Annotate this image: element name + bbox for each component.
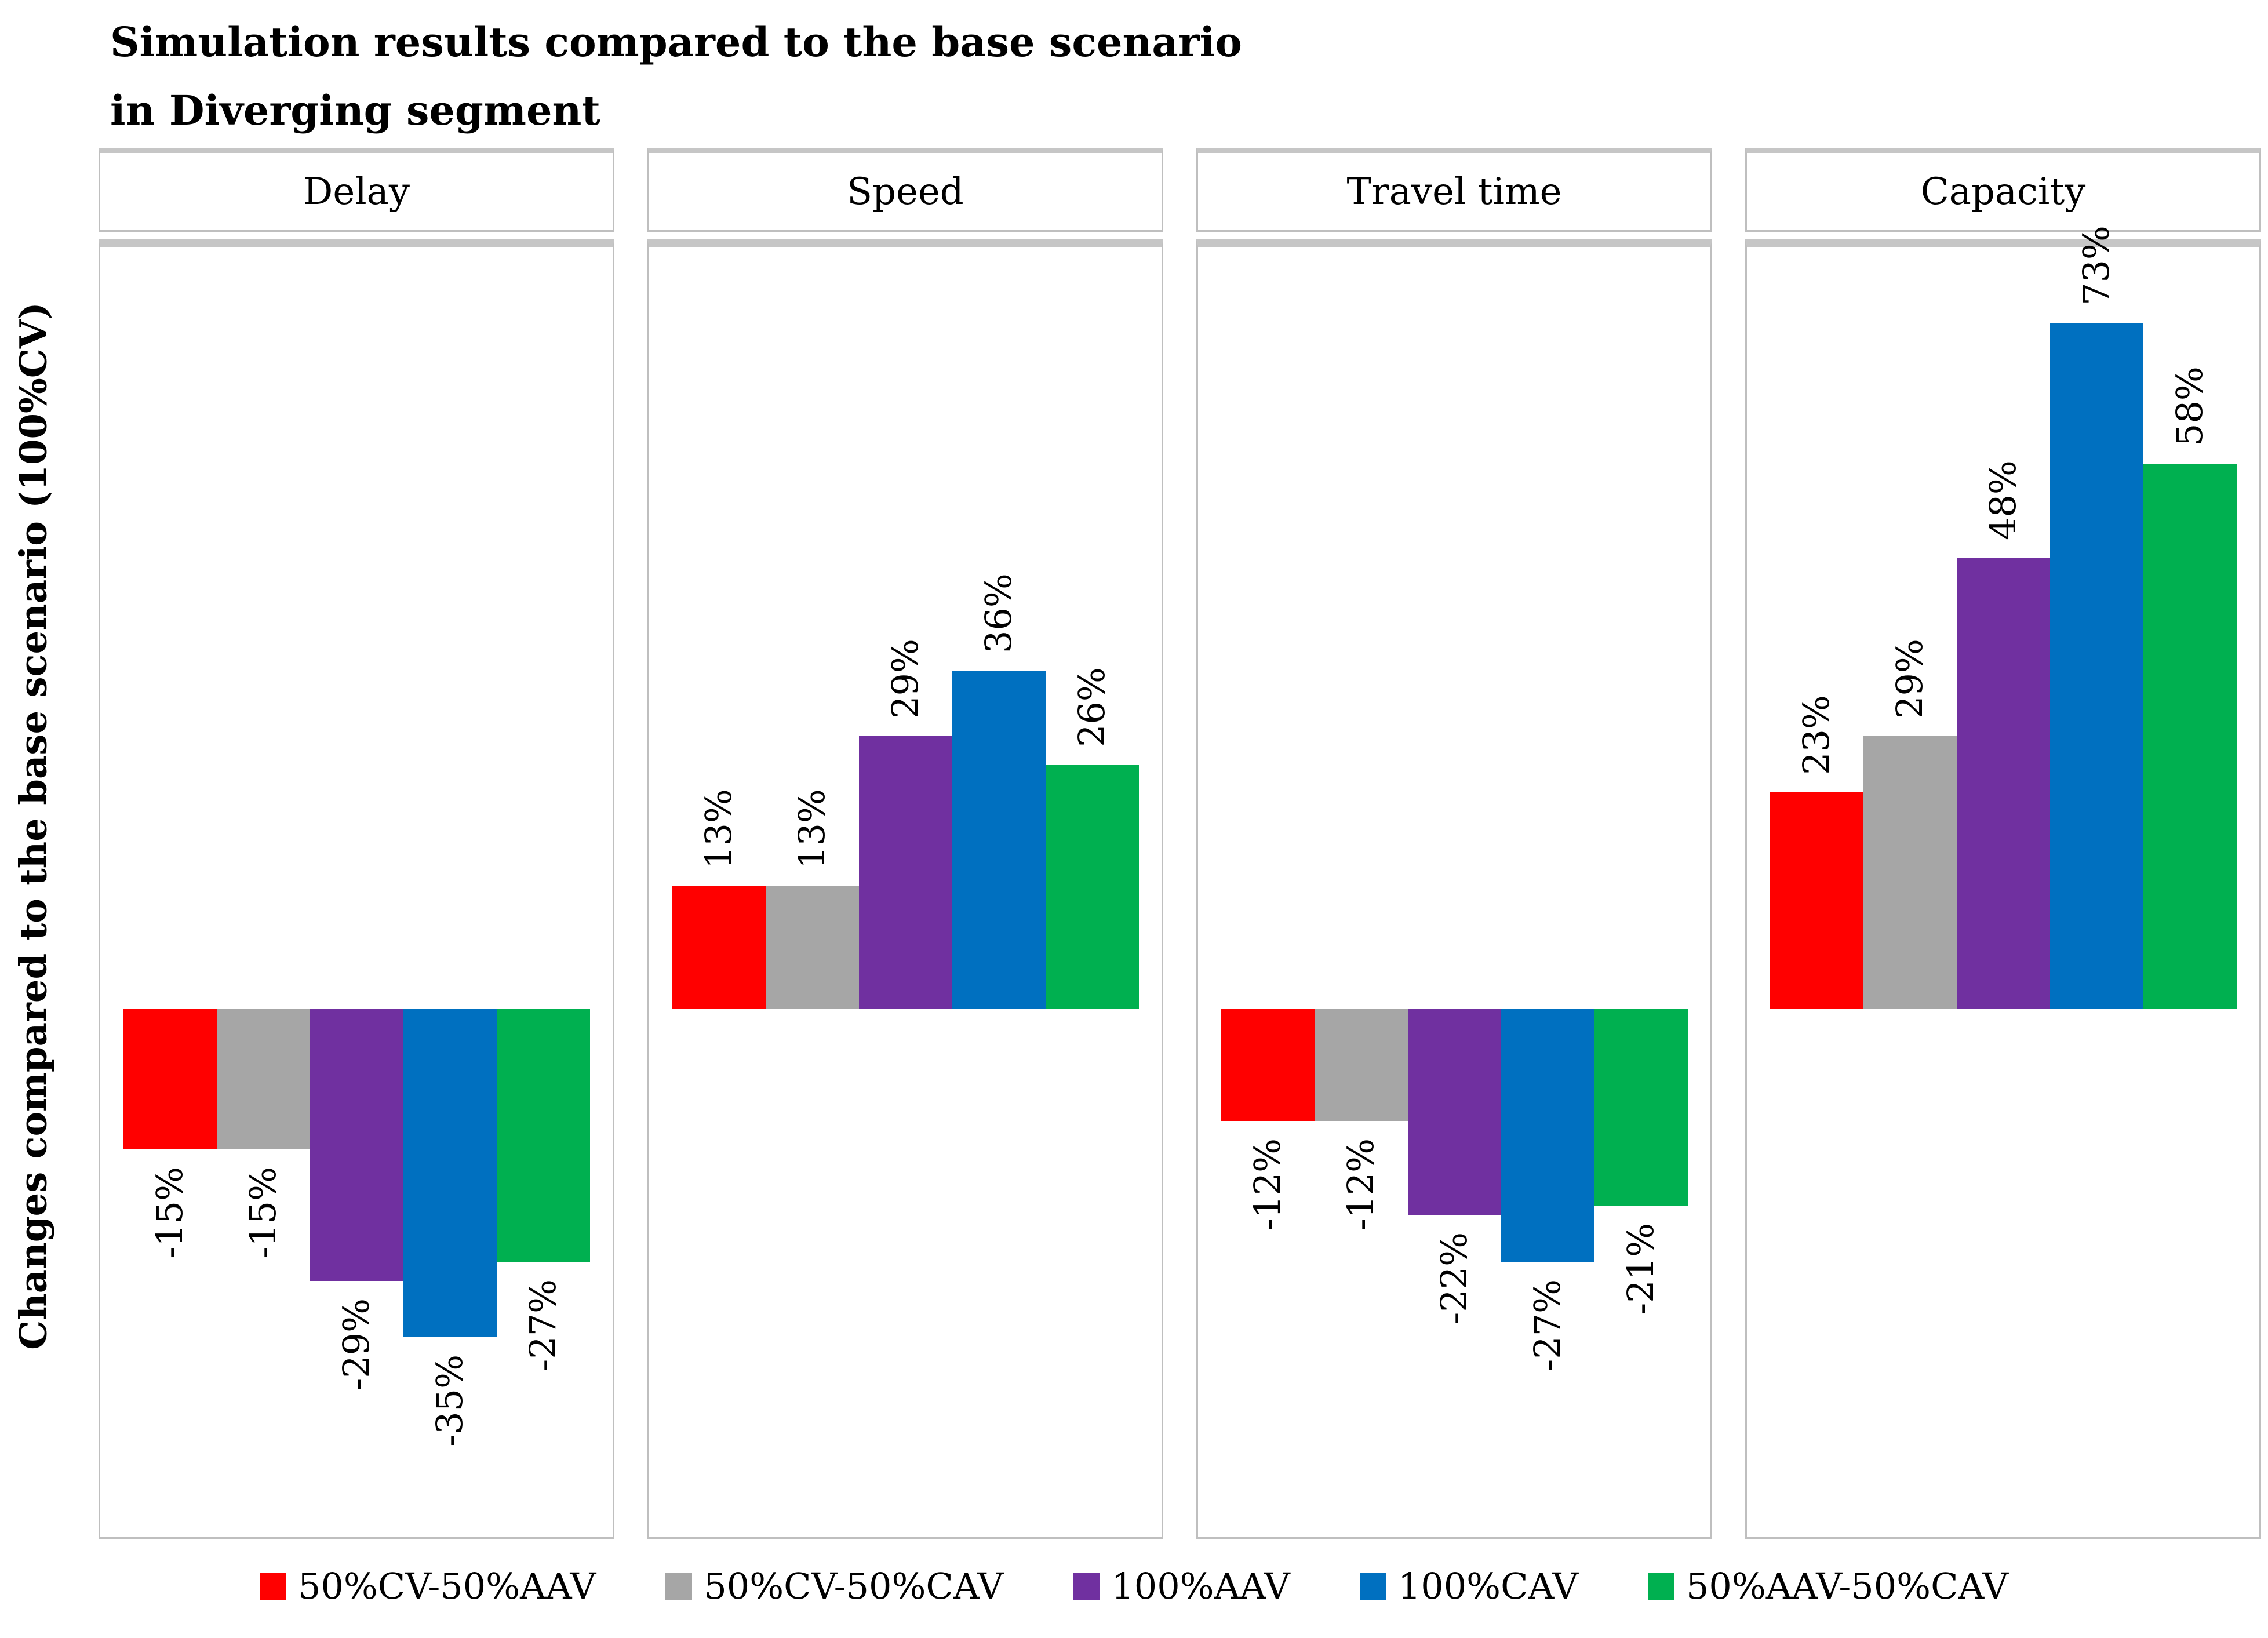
bar-50-aav-50-cav-travel-time [1594, 1009, 1688, 1206]
bar-50-aav-50-cav-speed [1045, 764, 1139, 1009]
bar-value-label-50-cv-50-cav-delay: -15% [242, 1167, 284, 1259]
bar-50-cv-50-aav-capacity [1770, 792, 1863, 1009]
legend-label-100-cav: 100%CAV [1397, 1565, 1578, 1607]
legend-label-50-cv-50-aav: 50%CV-50%AAV [298, 1565, 596, 1607]
panel-header-speed: Speed [647, 148, 1163, 232]
bar-value-label-50-cv-50-cav-travel-time: -12% [1339, 1138, 1382, 1231]
legend: 50%CV-50%AAV 50%CV-50%CAV 100%AAV 100%CAV 50… [0, 1565, 2268, 1607]
bar-value-label-100-cav-capacity: 73% [2075, 225, 2117, 306]
bar-50-cv-50-cav-travel-time [1314, 1009, 1408, 1122]
bar-value-label-50-aav-50-cav-delay: -27% [522, 1279, 564, 1372]
bar-50-cv-50-aav-delay [123, 1009, 217, 1149]
bar-50-cv-50-aav-speed [672, 886, 766, 1009]
panel-travel-time: Travel time -12% -12% -22% -27% -21% [1196, 148, 1712, 1539]
panel-plot-area-delay: -15% -15% -29% -35% -27% [99, 239, 614, 1539]
legend-swatch-icon [1359, 1573, 1386, 1600]
bar-value-label-50-aav-50-cav-speed: 26% [1071, 667, 1113, 747]
bar-value-label-100-aav-capacity: 48% [1982, 460, 2024, 541]
panel-plot-area-speed: 13% 13% 29% 36% 26% [647, 239, 1163, 1539]
bar-value-label-100-aav-delay: -29% [335, 1298, 377, 1391]
bar-50-cv-50-aav-travel-time [1221, 1009, 1315, 1122]
panel-header-capacity: Capacity [1745, 148, 2261, 232]
bar-100-aav-capacity [1956, 558, 2050, 1009]
bar-100-cav-speed [952, 670, 1046, 1009]
bar-50-aav-50-cav-delay [496, 1009, 590, 1262]
legend-swatch-icon [1647, 1573, 1674, 1600]
bar-value-label-100-cav-speed: 36% [977, 573, 1020, 653]
bar-50-aav-50-cav-capacity [2143, 464, 2237, 1009]
panel-plot-area-capacity: 23% 29% 48% 73% 58% [1745, 226, 2261, 1539]
bar-100-aav-delay [310, 1009, 403, 1281]
legend-item-50-cv-50-aav: 50%CV-50%AAV [260, 1565, 596, 1607]
bar-100-cav-delay [403, 1009, 497, 1337]
legend-swatch-icon [665, 1573, 693, 1600]
bar-value-label-50-aav-50-cav-capacity: 58% [2168, 366, 2211, 447]
legend-item-50-cv-50-cav: 50%CV-50%CAV [665, 1565, 1003, 1607]
bar-value-label-50-cv-50-aav-capacity: 23% [1795, 695, 1837, 776]
panels-container: Delay -15% -15% -29% -35% -27% Speed 13% 13% 29% 3… [99, 148, 2261, 1539]
bar-value-label-50-cv-50-cav-capacity: 29% [1888, 639, 1931, 719]
panel-header-delay: Delay [99, 148, 614, 232]
legend-label-50-cv-50-cav: 50%CV-50%CAV [704, 1565, 1004, 1607]
legend-item-100-cav: 100%CAV [1359, 1565, 1578, 1607]
panel-header-travel-time: Travel time [1196, 148, 1712, 232]
chart-title: Simulation results compared to the base … [110, 8, 1242, 145]
panel-plot-area-travel-time: -12% -12% -22% -27% -21% [1196, 239, 1712, 1539]
bar-100-aav-travel-time [1407, 1009, 1501, 1215]
bar-100-aav-speed [858, 736, 952, 1009]
bar-50-cv-50-cav-speed [765, 886, 859, 1009]
legend-label-100-aav: 100%AAV [1111, 1565, 1290, 1607]
legend-swatch-icon [1073, 1573, 1100, 1600]
bar-50-cv-50-cav-capacity [1863, 736, 1957, 1009]
panel-delay: Delay -15% -15% -29% -35% -27% [99, 148, 614, 1539]
bar-value-label-50-cv-50-aav-travel-time: -12% [1246, 1138, 1288, 1231]
bar-value-label-100-cav-delay: -35% [428, 1355, 471, 1447]
y-axis-label: Changes compared to the base scenario (1… [12, 302, 56, 1350]
legend-swatch-icon [260, 1573, 286, 1600]
bar-value-label-50-aav-50-cav-travel-time: -21% [1619, 1223, 1662, 1315]
bar-value-label-50-cv-50-aav-speed: 13% [697, 789, 740, 869]
bar-100-cav-capacity [2049, 323, 2143, 1009]
chart-title-line1: Simulation results compared to the base … [110, 18, 1242, 66]
bar-value-label-100-aav-speed: 29% [884, 639, 926, 719]
bar-50-cv-50-cav-delay [216, 1009, 310, 1149]
legend-label-50-aav-50-cav: 50%AAV-50%CAV [1685, 1565, 2008, 1607]
panel-speed: Speed 13% 13% 29% 36% 26% [647, 148, 1163, 1539]
bar-value-label-100-aav-travel-time: -22% [1433, 1232, 1475, 1325]
legend-item-50-aav-50-cav: 50%AAV-50%CAV [1647, 1565, 2008, 1607]
chart-title-line2: in Diverging segment [110, 86, 600, 134]
bar-value-label-50-cv-50-cav-speed: 13% [791, 789, 833, 869]
bar-100-cav-travel-time [1501, 1009, 1594, 1262]
bar-value-label-50-cv-50-aav-delay: -15% [148, 1167, 191, 1259]
bar-value-label-100-cav-travel-time: -27% [1526, 1279, 1568, 1372]
panel-capacity: Capacity 23% 29% 48% 73% 58% [1745, 148, 2261, 1539]
legend-item-100-aav: 100%AAV [1073, 1565, 1290, 1607]
